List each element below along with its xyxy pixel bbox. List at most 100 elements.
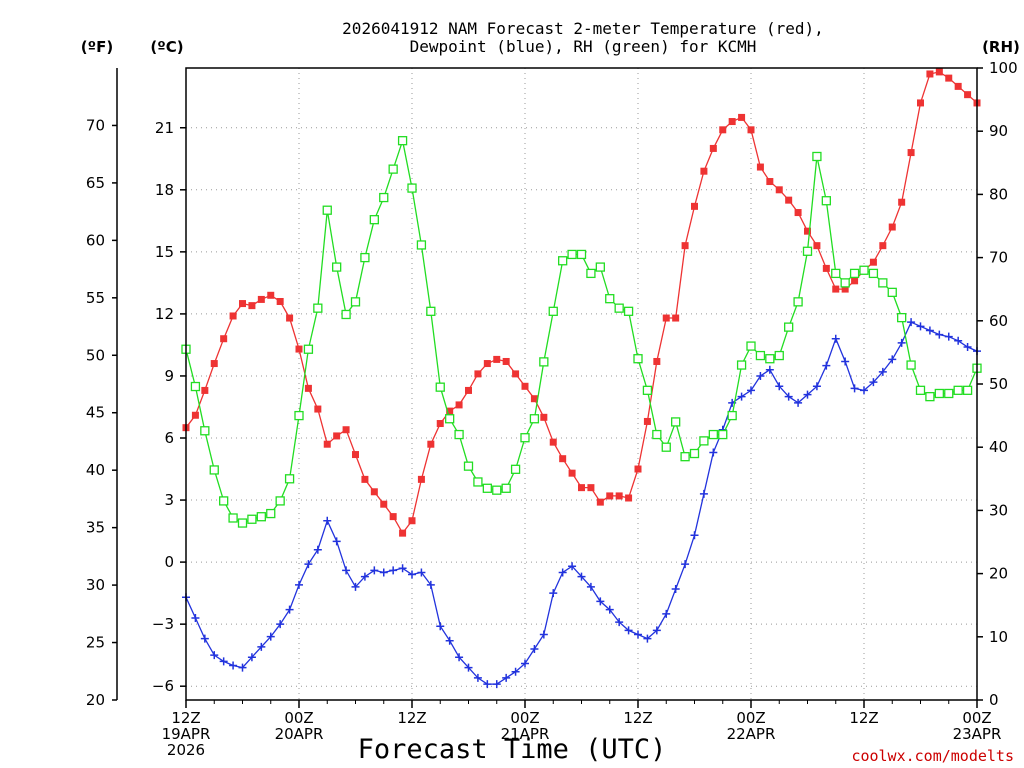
dewpoint-point (266, 632, 275, 641)
dewpoint-point (878, 367, 887, 376)
celsius-tick-label: −3 (152, 615, 174, 633)
dewpoint-point (577, 572, 586, 581)
temperature-point (568, 469, 576, 477)
dewpoint-point (850, 384, 859, 393)
relative-humidity-point (802, 246, 813, 256)
dewpoint-point (671, 584, 680, 593)
relative-humidity-point (369, 215, 379, 225)
temperature-point (502, 357, 510, 365)
temperature-point (483, 360, 491, 368)
temperature-point (879, 242, 887, 250)
temperature-point (785, 196, 793, 204)
relative-humidity-point (680, 452, 690, 462)
relative-humidity-point (595, 262, 605, 272)
rh-tick-label: 70 (989, 249, 1008, 267)
rh-tick-label: 50 (989, 375, 1008, 393)
relative-humidity-point (482, 483, 492, 493)
grid-layer (185, 68, 978, 700)
fahrenheit-tick-label: 20 (86, 691, 105, 709)
temperature-point (220, 335, 228, 343)
dewpoint-point (860, 386, 868, 395)
dewpoint-point (822, 361, 831, 370)
relative-humidity-point (821, 196, 831, 206)
fahrenheit-tick-label: 35 (86, 519, 105, 537)
celsius-tick-label: 21 (155, 119, 174, 137)
relative-humidity-point (840, 278, 850, 288)
celsius-unit-label: (ºC) (150, 38, 183, 56)
rh-tick-label: 30 (989, 501, 1008, 519)
dewpoint-point (417, 568, 426, 577)
dewpoint-point (794, 398, 803, 407)
temperature-point (465, 386, 472, 394)
celsius-tick-label: 6 (164, 429, 174, 447)
dewpoint-point (596, 597, 605, 606)
dewpoint-point (916, 322, 925, 331)
relative-humidity-point (397, 136, 408, 146)
dewpoint-point (511, 667, 520, 676)
relative-humidity-point (812, 151, 822, 162)
dewpoint-point (568, 562, 577, 571)
rh-unit-label: (RH) (982, 38, 1020, 56)
dewpoint-point (756, 371, 765, 380)
temperature-point (869, 258, 877, 266)
temperature-point (766, 178, 774, 186)
relative-humidity-point (887, 287, 897, 298)
relative-humidity-point (407, 183, 417, 193)
relative-humidity-point (708, 429, 718, 440)
temperature-point (549, 438, 557, 446)
relative-humidity-point (435, 382, 445, 392)
relative-humidity-point (859, 265, 869, 275)
chart-title-line-1: 2026041912 NAM Forecast 2-meter Temperat… (342, 19, 824, 38)
temperature-point (709, 144, 717, 152)
relative-humidity-point (897, 312, 907, 323)
temperature-point (530, 395, 538, 403)
temperature-point (314, 405, 322, 413)
dewpoint-point (200, 634, 209, 643)
dewpoint-point (332, 537, 341, 546)
temperature-point (662, 314, 670, 322)
relative-humidity-point (332, 262, 342, 272)
dewpoint-point (643, 634, 652, 643)
relative-humidity-point (661, 442, 671, 452)
relative-humidity-point (849, 268, 860, 279)
relative-humidity-point (642, 385, 653, 395)
dewpoint-point (869, 378, 878, 387)
temperature-point (719, 126, 727, 134)
dewpoint-point (747, 386, 755, 395)
rh-tick-label: 0 (989, 691, 999, 709)
celsius-tick-label: 3 (164, 491, 174, 509)
fahrenheit-tick-label: 65 (86, 174, 105, 192)
credit-text: coolwx.com/modelts (851, 747, 1014, 765)
temperature-point (926, 70, 934, 78)
relative-humidity-point (473, 477, 483, 487)
dewpoint-point (907, 318, 916, 327)
temperature-point (408, 517, 416, 525)
rh-tick-label: 40 (989, 438, 1008, 456)
dewpoint-point (605, 605, 614, 614)
dewpoint-point (191, 613, 200, 622)
dewpoint-point (888, 355, 897, 364)
celsius-tick-label: 9 (164, 367, 174, 385)
temperature-point (822, 264, 830, 272)
temperature-point (841, 285, 849, 293)
temperature-point (578, 484, 585, 492)
temperature-point (370, 488, 378, 496)
dewpoint-point (464, 663, 473, 672)
fahrenheit-tick-label: 55 (86, 289, 105, 307)
x-tick-label: 00Z (736, 709, 765, 727)
temperature-point (945, 74, 953, 82)
temperature-point (643, 417, 651, 425)
temperature-point (474, 370, 482, 378)
temperature-point (728, 118, 736, 126)
x-tick-label: 12Z (397, 709, 426, 727)
temperature-point (964, 91, 972, 99)
temperature-point (738, 113, 746, 121)
temperature-point (380, 500, 388, 508)
temperature-point (276, 297, 284, 305)
relative-humidity-point (520, 433, 530, 443)
fahrenheit-tick-label: 40 (86, 461, 105, 479)
relative-humidity-point (944, 388, 954, 399)
relative-humidity-point (501, 483, 511, 493)
temperature-point (493, 355, 501, 363)
relative-humidity-point (671, 417, 681, 427)
